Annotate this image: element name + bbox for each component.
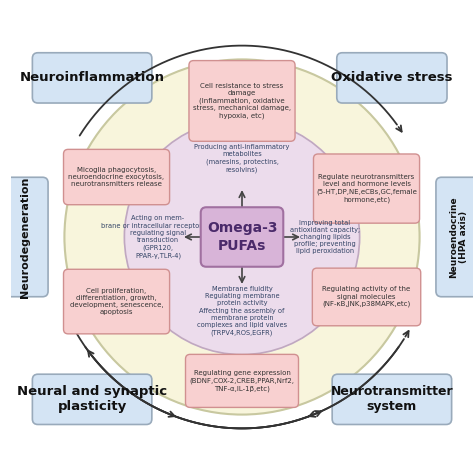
Text: Neuroendocrine
(HPA axis): Neuroendocrine (HPA axis) xyxy=(449,196,468,278)
Circle shape xyxy=(124,119,360,355)
FancyBboxPatch shape xyxy=(32,374,152,425)
FancyBboxPatch shape xyxy=(64,269,170,334)
FancyBboxPatch shape xyxy=(201,207,283,267)
FancyBboxPatch shape xyxy=(64,149,170,205)
Text: Cell resistance to stress
damage
(Inflammation, oxidative
stress, mechanical dam: Cell resistance to stress damage (Inflam… xyxy=(193,83,291,119)
FancyBboxPatch shape xyxy=(185,355,299,408)
FancyBboxPatch shape xyxy=(312,268,421,326)
Text: Improving total
antioxidant capacity;
changing lipids
profile; preventing
lipid : Improving total antioxidant capacity; ch… xyxy=(290,219,360,255)
Text: Membrane fluidity
Regulating membrane
protein activity
Affecting the assembly of: Membrane fluidity Regulating membrane pr… xyxy=(197,286,287,336)
FancyBboxPatch shape xyxy=(189,61,295,141)
Text: Micoglia phagocytosis,
neuroendocrine exocytosis,
neurotransmitters release: Micoglia phagocytosis, neuroendocrine ex… xyxy=(68,167,164,187)
FancyBboxPatch shape xyxy=(332,374,452,425)
Text: Neural and synaptic
plasticity: Neural and synaptic plasticity xyxy=(17,385,167,413)
Text: Regulating gene expression
(BDNF,COX-2,CREB,PPAR,Nrf2,
TNF-α,IL-1β,etc): Regulating gene expression (BDNF,COX-2,C… xyxy=(190,370,294,392)
FancyBboxPatch shape xyxy=(32,53,152,103)
Text: Neuroinflammation: Neuroinflammation xyxy=(19,72,164,84)
FancyBboxPatch shape xyxy=(337,53,447,103)
Text: Regulating activity of the
signal molecules
(NF-κB,JNK,p38MAPK,etc): Regulating activity of the signal molecu… xyxy=(322,286,410,308)
FancyBboxPatch shape xyxy=(313,154,419,223)
FancyBboxPatch shape xyxy=(2,177,48,297)
Text: Neurotransmitter
system: Neurotransmitter system xyxy=(330,385,453,413)
FancyBboxPatch shape xyxy=(436,177,474,297)
Text: Omega-3
PUFAs: Omega-3 PUFAs xyxy=(207,221,277,253)
Text: Cell proliferation,
differentiation, growth,
development, senescence,
apoptosis: Cell proliferation, differentiation, gro… xyxy=(70,288,164,315)
Circle shape xyxy=(64,59,419,415)
Text: Oxidative stress: Oxidative stress xyxy=(331,72,453,84)
Text: Acting on mem-
brane or intracellular receptors or
regulating signal
transductio: Acting on mem- brane or intracellular re… xyxy=(101,215,215,259)
Text: Neurodegeneration: Neurodegeneration xyxy=(20,176,30,298)
Text: Regulate neurotransmitters
level and hormone levels
(5-HT,DP,NE,eCBs,GC,female
h: Regulate neurotransmitters level and hor… xyxy=(316,174,417,203)
Text: Producing anti-inflammatory
metabolites
(maresins, protectins,
resolvins): Producing anti-inflammatory metabolites … xyxy=(194,144,290,173)
